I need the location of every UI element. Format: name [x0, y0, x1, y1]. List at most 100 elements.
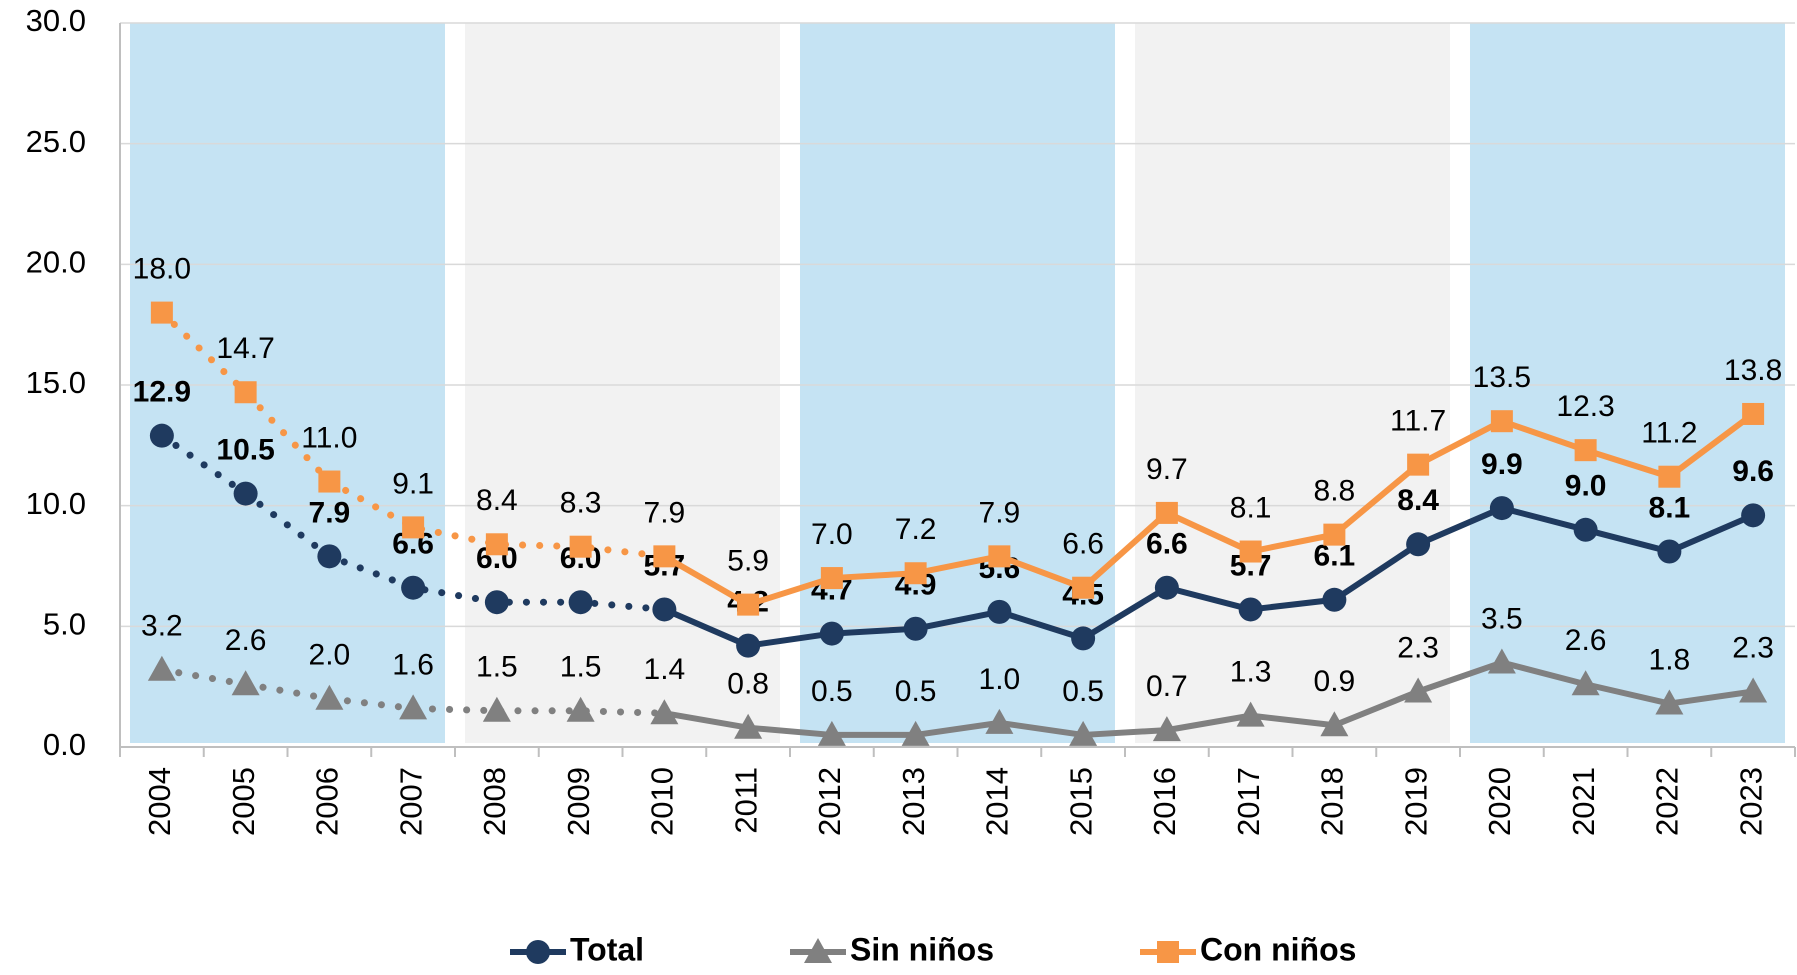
marker [1323, 523, 1346, 546]
x-tick-label: 2010 [645, 767, 680, 836]
legend-marker [804, 938, 832, 963]
marker [150, 301, 173, 324]
data-label: 3.5 [1481, 602, 1523, 635]
data-label: 1.3 [1230, 656, 1272, 689]
marker [1407, 453, 1430, 476]
data-label: 8.3 [560, 487, 602, 520]
marker [1322, 587, 1347, 612]
data-label: 11.7 [1390, 405, 1446, 438]
data-label: 12.9 [133, 376, 191, 409]
x-tick-label: 2005 [226, 767, 261, 836]
marker [1320, 711, 1349, 737]
marker [901, 720, 930, 746]
data-label: 8.4 [476, 484, 518, 517]
data-label: 12.3 [1556, 390, 1614, 423]
marker [1152, 716, 1181, 742]
data-label: 7.2 [895, 513, 937, 546]
marker [569, 535, 592, 558]
marker [820, 567, 843, 590]
series: 3.2 2.6 2.0 1.6 1.5 1.5 1.4 0.8 0.5 0.5 1.0 0.5 0.7 1… [141, 602, 1774, 746]
x-tick-label: 2014 [980, 767, 1015, 836]
x-tick-label: 2020 [1482, 767, 1517, 836]
x-tick-label: 2021 [1566, 767, 1601, 836]
marker [650, 699, 679, 725]
data-label: 0.8 [727, 668, 769, 701]
x-tick-label: 2009 [561, 767, 596, 836]
data-label: 18.0 [133, 253, 191, 286]
x-tick-label: 2015 [1063, 767, 1098, 836]
marker [1069, 720, 1098, 746]
marker [1741, 503, 1766, 528]
data-label: 13.8 [1724, 354, 1782, 387]
data-label: 8.8 [1314, 475, 1356, 508]
data-label: 2.6 [225, 624, 267, 657]
data-label: 2.0 [309, 639, 351, 672]
x-tick-label: 2022 [1650, 767, 1685, 836]
y-tick-label: 25.0 [26, 124, 86, 159]
marker [1071, 626, 1096, 651]
marker [1238, 597, 1263, 622]
x-tick-label: 2019 [1398, 767, 1433, 836]
data-label: 1.5 [476, 651, 518, 684]
data-label: 10.5 [216, 434, 274, 467]
y-tick-label: 10.0 [26, 486, 86, 521]
marker [401, 575, 426, 600]
data-label: 7.9 [979, 496, 1021, 529]
legend-label: Sin niños [850, 931, 994, 967]
marker [1072, 576, 1095, 599]
marker [987, 599, 1012, 624]
data-label: 7.0 [811, 518, 853, 551]
marker [1155, 501, 1178, 524]
data-label: 9.9 [1481, 448, 1523, 481]
data-label: 14.7 [216, 332, 274, 365]
data-label: 6.6 [1062, 528, 1104, 561]
data-label: 8.4 [1397, 484, 1439, 517]
data-label: 0.5 [1062, 675, 1104, 708]
data-label: 1.5 [560, 651, 602, 684]
marker [1657, 539, 1682, 564]
marker [736, 633, 761, 658]
marker [231, 670, 260, 696]
marker [1490, 410, 1513, 433]
x-tick-label: 2006 [310, 767, 345, 836]
data-label: 2.3 [1732, 631, 1774, 664]
x-tick-label: 2018 [1315, 767, 1350, 836]
data-label: 2.3 [1397, 631, 1439, 664]
marker [233, 481, 258, 506]
x-tick-label: 2007 [393, 767, 428, 836]
data-label: 9.0 [1565, 470, 1607, 503]
x-tick-label: 2013 [896, 767, 931, 836]
data-label: 11.2 [1641, 417, 1697, 450]
data-label: 3.2 [141, 610, 183, 643]
data-label: 7.9 [644, 496, 686, 529]
x-tick-label: 2008 [477, 767, 512, 836]
marker [484, 590, 509, 615]
data-label: 13.5 [1473, 361, 1531, 394]
line [661, 505, 1757, 649]
marker [652, 597, 677, 622]
x-tick-label: 2004 [142, 767, 177, 836]
marker [1658, 465, 1681, 488]
data-label: 1.8 [1649, 643, 1691, 676]
data-label: 9.6 [1732, 455, 1774, 488]
marker [482, 696, 511, 722]
marker [817, 720, 846, 746]
x-tick-label: 2011 [728, 767, 763, 834]
data-label: 5.9 [727, 545, 769, 578]
marker [147, 655, 176, 681]
marker [988, 545, 1011, 568]
marker [1154, 575, 1179, 600]
x-tick-label: 2017 [1231, 767, 1266, 836]
marker [1239, 540, 1262, 563]
marker [149, 423, 174, 448]
data-label: 2.6 [1565, 624, 1607, 657]
marker [566, 696, 595, 722]
marker [234, 381, 257, 404]
data-label: 0.5 [811, 675, 853, 708]
data-label: 11.0 [301, 421, 357, 454]
x-tick-label: 2012 [812, 767, 847, 836]
legend-marker [1157, 941, 1179, 963]
data-label: 9.1 [392, 467, 434, 500]
